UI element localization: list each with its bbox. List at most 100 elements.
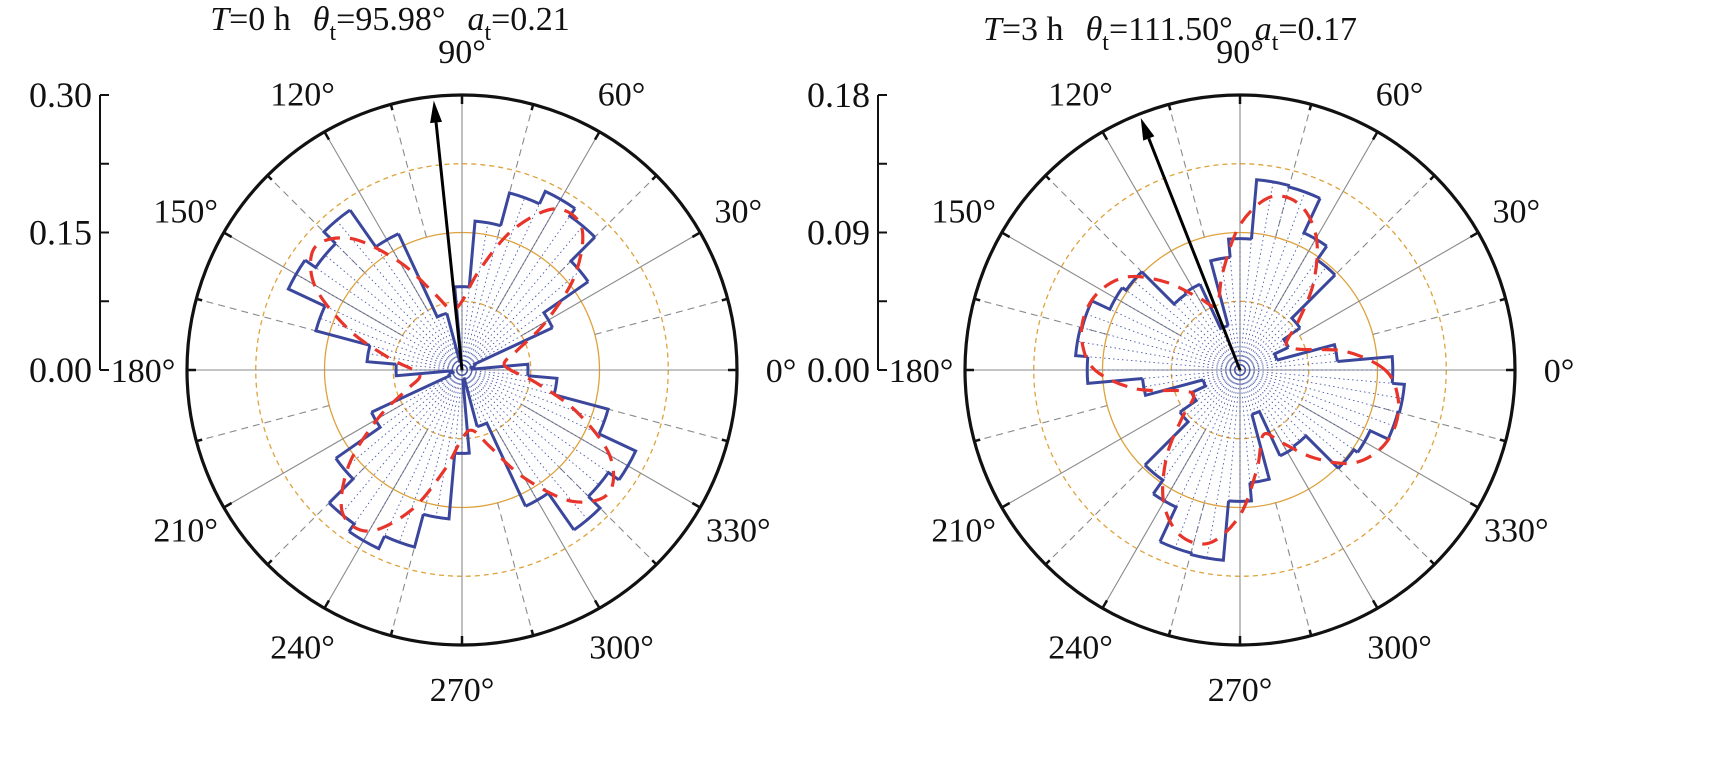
histogram-bin	[397, 233, 448, 319]
histogram-bin	[524, 491, 576, 531]
angle-tick	[1371, 131, 1379, 141]
bin-center-line	[461, 199, 561, 371]
angle-tick	[651, 174, 658, 181]
bin-edge-line	[288, 288, 463, 371]
angle-label: 120°	[1048, 77, 1113, 114]
histogram-bin	[471, 362, 530, 376]
bin-edge-line	[348, 369, 463, 532]
angle-tick	[223, 231, 233, 239]
bin-center-line	[461, 369, 605, 423]
bin-edge-line	[1239, 245, 1328, 371]
bin-edge-line	[1228, 239, 1241, 371]
angle-tick	[266, 559, 273, 566]
bin-center-line	[1133, 280, 1241, 371]
bin-center-line	[461, 369, 600, 486]
histogram-bin	[598, 432, 638, 481]
bin-center-line	[1206, 369, 1241, 559]
angle-tick	[1469, 501, 1479, 509]
bin-edge-line	[1141, 271, 1241, 371]
bin-center-line	[1183, 369, 1241, 418]
polar-panel-right: T=3 h θt=111.50° at=0.17 0°30°60°90°120°15…	[807, 11, 1574, 709]
angle-label: 150°	[153, 194, 218, 231]
angle-label: 150°	[931, 194, 996, 231]
title-a-value: =0.21	[491, 1, 570, 38]
angle-label: 240°	[1048, 629, 1113, 666]
bin-edge-line	[304, 259, 463, 371]
angle-label: 0°	[1544, 353, 1575, 390]
bin-center-line	[336, 220, 463, 371]
arrow-head-icon	[1140, 117, 1155, 141]
radial-grid-line	[1168, 502, 1205, 636]
histogram-bin	[1143, 411, 1191, 467]
radial-grid-line	[1336, 175, 1435, 274]
fit-curve	[1079, 194, 1401, 546]
angle-label: 300°	[589, 629, 654, 666]
histogram-bin	[334, 411, 383, 460]
bin-edge-line	[461, 369, 601, 509]
arrow-head-icon	[430, 100, 443, 124]
bin-edge-line	[1190, 369, 1241, 555]
histogram-bin	[422, 452, 457, 521]
bin-edge-line	[1239, 369, 1405, 385]
histogram-bin	[286, 259, 326, 308]
radial-grid-line	[1275, 104, 1312, 238]
radial-grid-line	[1273, 131, 1378, 311]
bin-center-line	[1239, 352, 1337, 371]
angle-tick	[593, 131, 601, 141]
bin-edge-line	[1239, 369, 1389, 440]
bin-edge-line	[1239, 369, 1295, 448]
bin-edge-line	[1239, 369, 1400, 414]
angle-tick	[1429, 559, 1436, 566]
bin-edge-line	[461, 191, 546, 371]
bin-center-line	[1239, 369, 1365, 443]
radial-grid-line	[1001, 403, 1181, 508]
bin-edge-line	[1152, 369, 1241, 495]
histogram-bin	[567, 207, 596, 239]
angle-label: 90°	[438, 34, 486, 71]
panel-title: T=3 h θt=111.50° at=0.17	[983, 11, 1357, 56]
radial-grid-line	[1045, 175, 1144, 274]
bin-center-line	[1077, 340, 1241, 371]
bin-center-line	[1239, 369, 1403, 400]
title-a: a	[1255, 11, 1272, 48]
angle-tick	[1044, 174, 1051, 181]
radial-grid-line	[497, 104, 534, 238]
fit-curve	[308, 207, 616, 533]
histogram-bin	[1121, 270, 1143, 293]
angle-label: 210°	[931, 513, 996, 550]
radial-grid-line	[267, 466, 366, 565]
bin-center-line	[461, 270, 581, 371]
angle-tick	[323, 131, 331, 141]
histogram-bin	[1190, 500, 1231, 562]
radial-grid-line	[974, 298, 1108, 335]
bin-center-line	[1239, 322, 1297, 371]
bin-center-line	[1143, 369, 1241, 388]
histogram-bin	[383, 513, 425, 549]
histogram-bin	[321, 208, 351, 245]
histogram-bin	[1228, 482, 1254, 503]
angle-tick	[323, 599, 331, 609]
angle-label: 30°	[1492, 194, 1540, 231]
radial-grid-line	[267, 175, 366, 274]
bin-edge-line	[1239, 369, 1270, 480]
histogram-bin	[1091, 286, 1124, 312]
bin-center-line	[1239, 369, 1261, 482]
title-T-value: =3 h	[1002, 11, 1064, 48]
title-T: T	[983, 11, 1004, 48]
angle-tick	[721, 297, 728, 302]
angle-tick	[721, 438, 728, 443]
radial-grid-line	[1299, 232, 1479, 337]
title-a-value: =0.17	[1278, 11, 1357, 48]
angle-tick	[1429, 174, 1436, 181]
angle-tick	[1001, 501, 1011, 509]
title-T: T	[210, 1, 231, 38]
radial-grid-line	[1372, 405, 1506, 442]
mean-direction-arrow	[1147, 137, 1242, 371]
histogram-bin	[1315, 245, 1337, 277]
bin-center-line	[1153, 369, 1241, 474]
angle-label: 330°	[706, 513, 771, 550]
angle-tick	[1101, 599, 1109, 609]
histogram-bin	[499, 191, 541, 227]
angle-label: 0°	[766, 353, 797, 390]
